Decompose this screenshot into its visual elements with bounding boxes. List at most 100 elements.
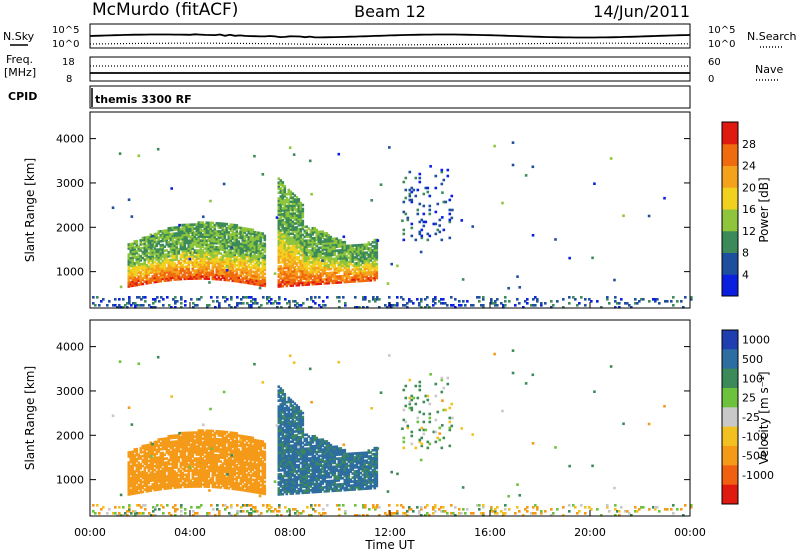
echo-cell	[157, 440, 161, 443]
echo-cell	[215, 277, 219, 281]
echo-cell	[173, 484, 177, 487]
echo-cell	[237, 440, 241, 443]
echo-cell	[664, 300, 667, 303]
echo-cell	[253, 488, 257, 492]
echo-cell	[183, 237, 187, 241]
echo-cell	[301, 273, 305, 277]
echo-cell	[355, 271, 359, 275]
echo-cell	[228, 304, 231, 307]
echo-cell	[211, 265, 215, 269]
echo-cell	[295, 281, 299, 285]
echo-cell	[230, 296, 233, 299]
echo-cell	[289, 284, 293, 287]
echo-cell	[221, 238, 225, 242]
echo-cell	[249, 280, 253, 283]
echo-cell	[183, 265, 187, 269]
echo-cell	[157, 262, 161, 265]
echo-cell	[237, 274, 241, 277]
echo-cell	[319, 234, 323, 238]
echo-cell	[319, 240, 323, 244]
echo-cell	[327, 247, 331, 251]
echo-cell	[221, 230, 225, 234]
echo-cell	[205, 263, 209, 266]
echo-cell	[195, 229, 199, 232]
echo-cell	[376, 296, 379, 299]
echo-cell	[131, 464, 135, 468]
echo-cell	[127, 469, 131, 472]
echo-cell	[344, 304, 347, 307]
echo-cell	[261, 280, 265, 283]
echo-cell	[191, 235, 195, 238]
echo-cell	[345, 244, 349, 248]
echo-cell	[285, 238, 289, 242]
echo-cell	[299, 281, 303, 285]
echo-cell	[317, 248, 321, 252]
echo-cell	[197, 463, 201, 466]
echo-cell	[201, 233, 205, 236]
echo-cell	[353, 276, 357, 279]
echo-cell	[219, 454, 223, 457]
echo-cell	[153, 270, 157, 274]
echo-cell	[492, 302, 495, 305]
echo-cell	[353, 272, 357, 275]
echo-cell	[153, 276, 157, 280]
echo-cell	[634, 302, 637, 305]
echo-cell	[163, 253, 167, 257]
echo-cell	[337, 251, 341, 254]
echo-cell	[209, 231, 213, 235]
echo-cell	[129, 480, 133, 484]
echo-cell	[152, 306, 155, 309]
echo-cell	[253, 232, 257, 236]
scatter-cell	[429, 165, 432, 168]
echo-cell	[303, 277, 307, 281]
echo-cell	[147, 453, 151, 457]
echo-cell	[153, 256, 157, 260]
echo-cell	[227, 231, 231, 234]
echo-cell	[311, 252, 315, 256]
echo-cell	[149, 233, 153, 237]
echo-cell	[237, 454, 241, 457]
echo-cell	[243, 461, 247, 464]
echo-cell	[301, 247, 305, 251]
echo-cell	[189, 445, 193, 448]
echo-cell	[500, 302, 503, 305]
colorbar-tick-label: 28	[742, 138, 756, 151]
echo-cell	[223, 446, 227, 450]
echo-cell	[225, 242, 229, 246]
echo-cell	[291, 274, 295, 277]
echo-cell	[211, 441, 215, 445]
echo-cell	[283, 266, 287, 270]
echo-cell	[333, 257, 337, 261]
echo-cell	[165, 457, 169, 460]
echo-cell	[181, 255, 185, 259]
echo-cell	[347, 264, 351, 268]
echo-cell	[221, 454, 225, 458]
echo-cell	[223, 258, 227, 262]
echo-cell	[157, 258, 161, 261]
echo-cell	[209, 255, 213, 259]
echo-cell	[345, 248, 349, 252]
echo-cell	[137, 473, 141, 477]
echo-cell	[173, 444, 177, 447]
echo-cell	[133, 474, 137, 477]
echo-cell	[249, 468, 253, 471]
echo-cell	[155, 460, 159, 464]
echo-cell	[287, 206, 291, 210]
echo-cell	[197, 277, 201, 280]
echo-cell	[127, 279, 131, 282]
echo-cell	[173, 442, 177, 445]
echo-cell	[230, 298, 233, 301]
echo-cell	[135, 277, 139, 281]
echo-cell	[151, 251, 155, 254]
echo-cell	[131, 254, 135, 258]
echo-cell	[133, 480, 137, 483]
echo-cell	[191, 229, 195, 232]
echo-cell	[199, 249, 203, 252]
echo-cell	[161, 259, 165, 263]
echo-cell	[231, 269, 235, 273]
echo-cell	[227, 475, 231, 478]
echo-cell	[227, 447, 231, 450]
echo-cell	[257, 255, 261, 259]
echo-cell	[209, 455, 213, 459]
echo-cell	[293, 276, 297, 279]
